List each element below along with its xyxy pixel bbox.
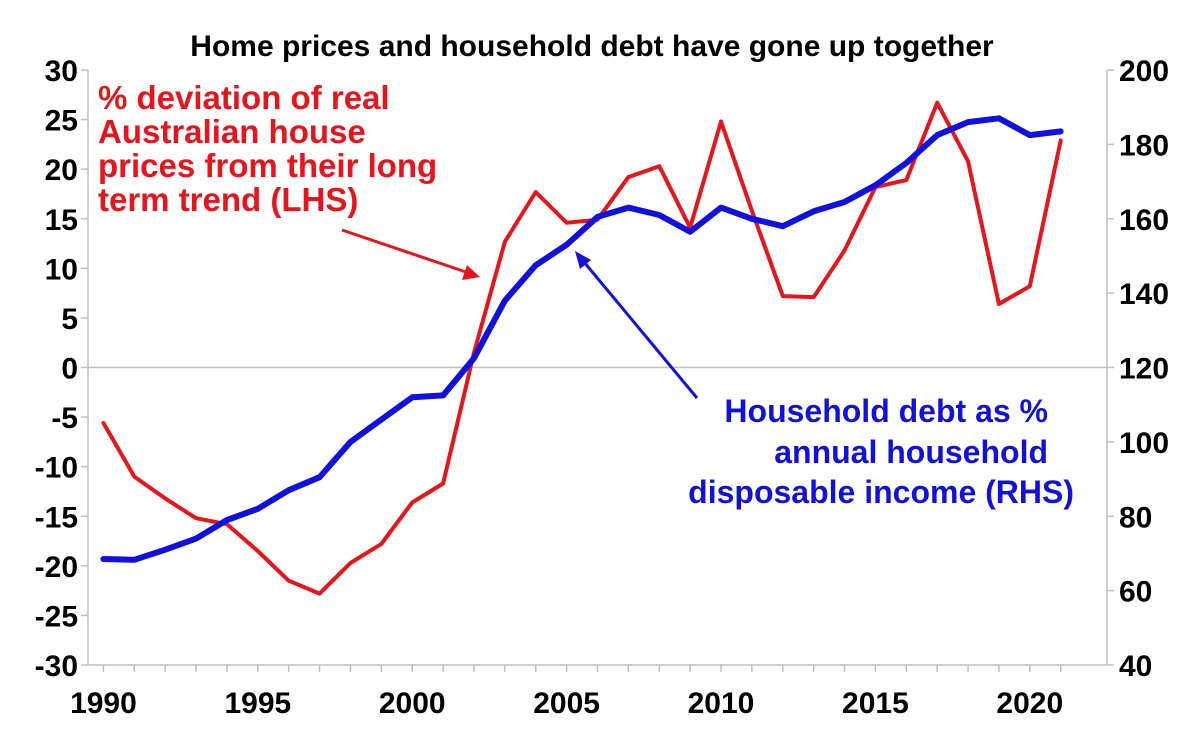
right-tick-label: 140 bbox=[1119, 278, 1169, 311]
right-tick-label: 120 bbox=[1119, 353, 1169, 386]
left-tick-label: -5 bbox=[51, 402, 78, 435]
annotation-household-debt: Household debt as % annual household dis… bbox=[575, 251, 1074, 510]
annotation-house-prices-line-2: Australian house bbox=[98, 113, 366, 150]
x-axis-ticks: 1990 1995 2000 2005 2010 2015 2020 bbox=[70, 665, 1063, 720]
arrow-household-debt-shaft bbox=[582, 261, 699, 399]
x-tick-label: 2020 bbox=[996, 687, 1063, 720]
left-tick-label: -10 bbox=[35, 452, 78, 485]
x-tick-label: 1995 bbox=[224, 687, 291, 720]
x-tick-label: 2005 bbox=[533, 687, 600, 720]
annotation-household-debt-line-2: annual household bbox=[774, 434, 1048, 470]
arrow-house-prices-head bbox=[462, 265, 480, 280]
annotation-house-prices-line-3: prices from their long bbox=[98, 147, 437, 184]
annotation-house-prices: % deviation of real Australian house pri… bbox=[98, 79, 480, 280]
annotation-house-prices-line-4: term trend (LHS) bbox=[98, 181, 358, 218]
left-tick-label: 10 bbox=[45, 253, 78, 286]
left-tick-label: 30 bbox=[45, 55, 78, 88]
left-tick-label: 20 bbox=[45, 154, 78, 187]
arrow-house-prices-shaft bbox=[341, 228, 467, 274]
right-tick-label: 200 bbox=[1119, 55, 1169, 88]
right-tick-label: 60 bbox=[1119, 576, 1152, 609]
left-tick-label: 5 bbox=[61, 303, 78, 336]
annotation-household-debt-line-3: disposable income (RHS) bbox=[688, 474, 1074, 510]
annotation-house-prices-line-1: % deviation of real bbox=[98, 79, 390, 116]
x-tick-label: 2015 bbox=[842, 687, 909, 720]
x-tick-label: 2000 bbox=[379, 687, 446, 720]
right-tick-label: 100 bbox=[1119, 427, 1169, 460]
left-tick-label: 0 bbox=[61, 353, 78, 386]
series-line-house_prices bbox=[101, 100, 1063, 596]
right-axis-ticks: 200 180 160 140 120 100 80 60 40 bbox=[1107, 55, 1169, 683]
series-lines bbox=[100, 100, 1064, 596]
left-tick-label: 15 bbox=[45, 204, 78, 237]
x-tick-label: 2010 bbox=[688, 687, 755, 720]
right-tick-label: 160 bbox=[1119, 204, 1169, 237]
series-line-household_debt bbox=[100, 115, 1064, 563]
x-tick-label: 1990 bbox=[70, 687, 137, 720]
left-tick-label: 25 bbox=[45, 105, 78, 138]
right-tick-label: 80 bbox=[1119, 501, 1152, 534]
left-tick-label: -30 bbox=[35, 650, 78, 683]
right-tick-label: 180 bbox=[1119, 129, 1169, 162]
left-tick-label: -20 bbox=[35, 551, 78, 584]
left-axis-ticks: 30 25 20 15 10 5 0 -5 -10 -15 -20 -25 -30 bbox=[35, 55, 88, 683]
left-tick-label: -15 bbox=[35, 501, 78, 534]
right-tick-label: 40 bbox=[1119, 650, 1152, 683]
arrow-household-debt-head bbox=[575, 251, 591, 269]
chart-title: Home prices and household debt have gone… bbox=[190, 30, 994, 63]
left-tick-label: -25 bbox=[35, 600, 78, 633]
annotation-household-debt-line-1: Household debt as % bbox=[724, 393, 1048, 429]
